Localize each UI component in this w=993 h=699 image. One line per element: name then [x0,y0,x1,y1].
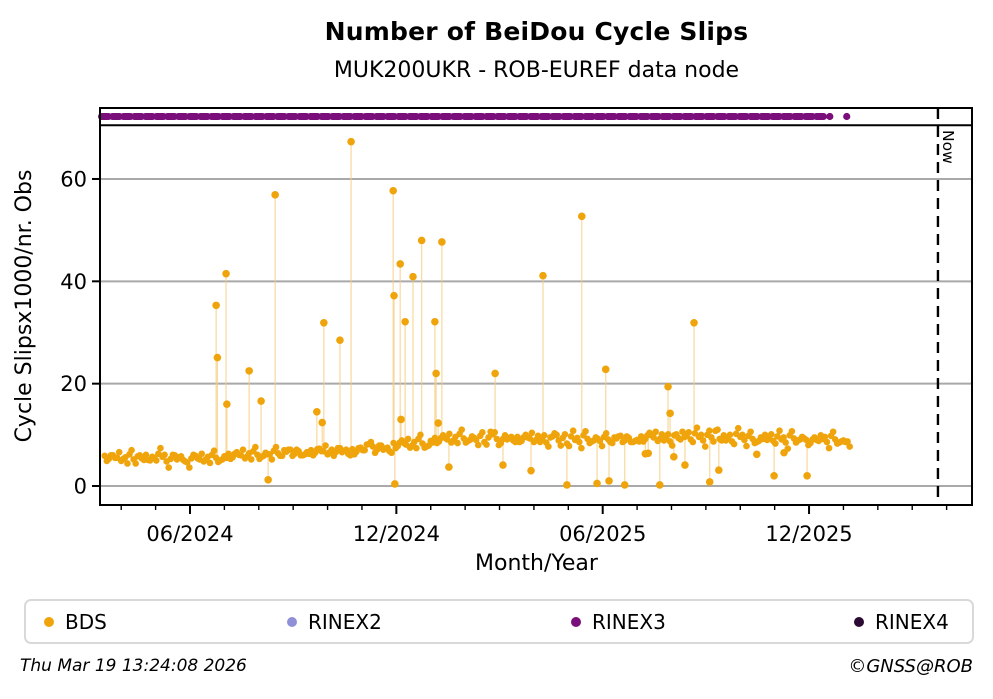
legend-item-rinex4: RINEX4 [854,601,949,642]
svg-text:0: 0 [74,475,87,499]
legend-label: RINEX2 [308,609,382,634]
rinex3-availability-band [98,112,851,121]
legend-label: RINEX3 [592,609,666,634]
svg-text:20: 20 [60,372,87,396]
svg-text:12/2024: 12/2024 [353,522,440,546]
chart-subtitle: MUK200UKR - ROB-EUREF data node [333,58,740,83]
legend: BDS RINEX2 RINEX3 RINEX4 [24,599,974,644]
bds-scatter-points [101,137,853,489]
legend-label: RINEX4 [875,609,949,634]
svg-text:60: 60 [60,167,87,191]
x-axis-label: Month/Year [475,551,598,576]
credit-gnss-rob: ©GNSS@ROB [848,656,973,677]
bds-stems [215,141,808,485]
y-axis-label: Cycle Slipsx1000/nr. Obs [12,169,37,443]
svg-text:12/2025: 12/2025 [765,522,852,546]
plot-timestamp: Thu Mar 19 13:24:08 2026 [20,656,247,676]
now-marker-line: Now [936,108,957,505]
svg-text:06/2024: 06/2024 [146,522,233,546]
gridlines [100,177,972,487]
legend-item-rinex2: RINEX2 [287,601,382,642]
svg-text:40: 40 [60,270,87,294]
rinex2-legend-dot-icon [287,616,297,627]
rinex4-legend-dot-icon [854,616,864,627]
chart-canvas: 0 20 40 60 06/2024 12/2024 06/2025 12/2025 Now [60,107,973,546]
legend-label: BDS [65,609,107,634]
svg-text:06/2025: 06/2025 [559,522,646,546]
axes-frame [99,107,973,506]
rinex3-legend-dot-icon [571,616,581,627]
chart-title: Number of BeiDou Cycle Slips [324,17,749,46]
legend-item-rinex3: RINEX3 [571,601,666,642]
legend-item-bds: BDS [44,601,107,642]
bds-legend-dot-icon [44,616,54,627]
svg-text:Now: Now [939,130,957,164]
axis-tick-labels: 0 20 40 60 06/2024 12/2024 06/2025 12/2025 [60,167,852,546]
axis-ticks [92,177,948,514]
